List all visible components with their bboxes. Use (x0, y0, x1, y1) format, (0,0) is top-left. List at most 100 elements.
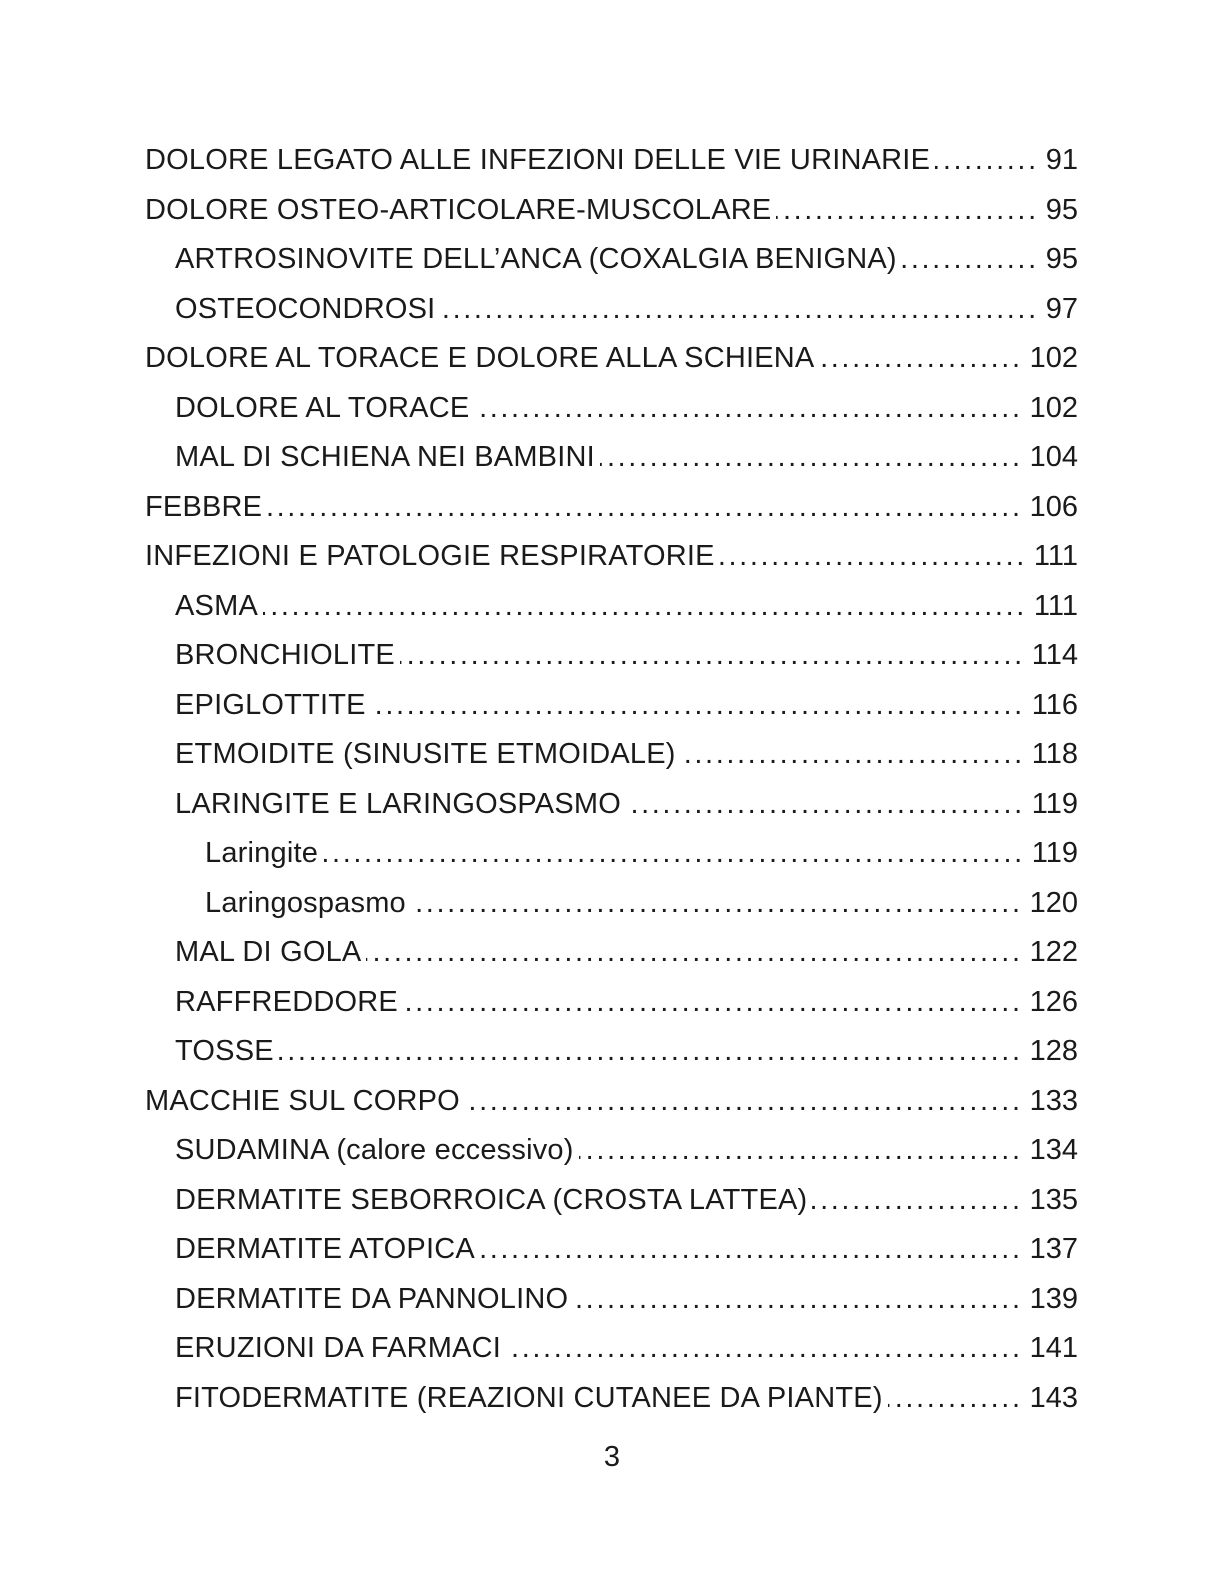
toc-entry-page: 119 (1031, 837, 1078, 869)
toc-entry[interactable]: DOLORE AL TORACE E DOLORE ALLA SCHIENA 1… (145, 342, 1078, 392)
toc-entry-title: OSTEOCONDROSI (175, 292, 436, 325)
toc-entry-page: 116 (1031, 688, 1078, 721)
toc-entry[interactable]: FEBBRE 106 (145, 491, 1078, 541)
toc-entry-title: TOSSE (175, 1035, 274, 1067)
toc-entry[interactable]: SUDAMINA (calore eccessivo) 134 (145, 1134, 1078, 1184)
toc-leader-dots (403, 986, 1023, 1019)
toc-leader-dots (371, 689, 1025, 722)
toc-entry-title: BRONCHIOLITE (175, 639, 395, 671)
toc-leader-dots (366, 936, 1022, 969)
toc-leader-dots (465, 1085, 1023, 1118)
toc-entry-title: LARINGITE E LARINGOSPASMO (175, 787, 622, 820)
toc-entry[interactable]: Laringite 119 (145, 837, 1078, 887)
toc-entry-title: ARTROSINOVITE DELL’ANCA (COXALGIA BENIGN… (175, 243, 897, 275)
toc-entry-title: RAFFREDDORE (175, 985, 398, 1018)
toc-entry[interactable]: INFEZIONI E PATOLOGIE RESPIRATORIE 111 (145, 540, 1078, 590)
toc-entry-title: DOLORE AL TORACE (175, 391, 470, 424)
toc-entry-page: 135 (1029, 1183, 1078, 1216)
toc-entry-title: INFEZIONI E PATOLOGIE RESPIRATORIE (145, 540, 715, 572)
toc-leader-dots (720, 540, 1027, 573)
toc-entry[interactable]: DOLORE LEGATO ALLE INFEZIONI DELLE VIE U… (145, 144, 1078, 194)
toc-entry-title: DERMATITE DA PANNOLINO (175, 1282, 569, 1315)
toc-entry-page: 119 (1031, 787, 1078, 820)
toc-entry[interactable]: OSTEOCONDROSI 97 (145, 293, 1078, 343)
toc-leader-dots (776, 194, 1038, 227)
toc-entry-page: 128 (1029, 1035, 1078, 1067)
toc-leader-dots (506, 1332, 1023, 1365)
toc-entry-title: ETMOIDITE (SINUSITE ETMOIDALE) (175, 738, 676, 770)
toc-entry-title: DERMATITE SEBORROICA (CROSTA LATTEA) (175, 1183, 808, 1216)
toc-entry[interactable]: TOSSE 128 (145, 1035, 1078, 1085)
toc-entry-page: 95 (1045, 243, 1078, 275)
toc-entry[interactable]: FITODERMATITE (REAZIONI CUTANEE DA PIANT… (145, 1382, 1078, 1432)
toc-entry[interactable]: MACCHIE SUL CORPO 133 (145, 1085, 1078, 1135)
toc-entry-title: DOLORE OSTEO-ARTICOLARE-MUSCOLARE (145, 193, 772, 226)
toc-list: DOLORE LEGATO ALLE INFEZIONI DELLE VIE U… (145, 144, 1078, 1431)
toc-entry-page: 118 (1031, 738, 1078, 770)
toc-entry-page: 141 (1029, 1332, 1078, 1364)
toc-leader-dots (573, 1283, 1022, 1316)
toc-entry[interactable]: ERUZIONI DA FARMACI 141 (145, 1332, 1078, 1382)
toc-entry-title: MACCHIE SUL CORPO (145, 1084, 460, 1117)
toc-leader-dots (681, 738, 1025, 771)
toc-leader-dots (263, 590, 1027, 623)
toc-entry-page: 102 (1029, 342, 1078, 374)
toc-entry[interactable]: ARTROSINOVITE DELL’ANCA (COXALGIA BENIGN… (145, 243, 1078, 293)
toc-entry-title: Laringite (205, 837, 319, 869)
toc-entry[interactable]: RAFFREDDORE 126 (145, 986, 1078, 1036)
toc-entry[interactable]: LARINGITE E LARINGOSPASMO 119 (145, 788, 1078, 838)
toc-leader-dots (579, 1134, 1023, 1167)
toc-entry[interactable]: ASMA 111 (145, 590, 1078, 640)
toc-entry-title: MAL DI SCHIENA NEI BAMBINI (175, 441, 595, 473)
toc-entry-page: 126 (1029, 985, 1078, 1018)
toc-leader-dots (411, 887, 1023, 920)
toc-leader-dots (480, 1233, 1023, 1266)
toc-entry[interactable]: DERMATITE SEBORROICA (CROSTA LATTEA) 135 (145, 1184, 1078, 1234)
toc-leader-dots (819, 342, 1022, 375)
toc-leader-dots (902, 243, 1039, 276)
toc-entry[interactable]: ETMOIDITE (SINUSITE ETMOIDALE) 118 (145, 738, 1078, 788)
toc-entry[interactable]: EPIGLOTTITE 116 (145, 689, 1078, 739)
toc-entry[interactable]: MAL DI SCHIENA NEI BAMBINI 104 (145, 441, 1078, 491)
toc-entry-title: FITODERMATITE (REAZIONI CUTANEE DA PIANT… (175, 1381, 883, 1414)
toc-entry[interactable]: MAL DI GOLA 122 (145, 936, 1078, 986)
toc-entry-page: 139 (1029, 1282, 1078, 1315)
toc-entry-page: 106 (1029, 490, 1078, 523)
toc-leader-dots (440, 293, 1038, 326)
toc-entry-title: FEBBRE (145, 490, 263, 523)
toc-entry-page: 104 (1029, 441, 1078, 473)
toc-entry-page: 143 (1029, 1381, 1078, 1414)
toc-entry-page: 95 (1045, 193, 1078, 226)
toc-entry-page: 114 (1031, 639, 1078, 671)
toc-leader-dots (400, 639, 1025, 672)
toc-entry[interactable]: DOLORE OSTEO-ARTICOLARE-MUSCOLARE 95 (145, 194, 1078, 244)
toc-entry[interactable]: BRONCHIOLITE 114 (145, 639, 1078, 689)
toc-entry-title: SUDAMINA (calore eccessivo) (175, 1134, 574, 1166)
toc-entry-page: 97 (1045, 292, 1078, 325)
toc-leader-dots (474, 392, 1022, 425)
toc-entry-title: Laringospasmo (205, 886, 406, 919)
toc-entry-page: 102 (1029, 391, 1078, 424)
toc-entry[interactable]: Laringospasmo 120 (145, 887, 1078, 937)
toc-leader-dots (812, 1184, 1022, 1217)
toc-entry-page: 122 (1029, 936, 1078, 968)
toc-entry-page: 111 (1033, 540, 1078, 572)
toc-leader-dots (600, 441, 1023, 474)
toc-entry-page: 111 (1033, 589, 1078, 622)
toc-entry[interactable]: DERMATITE ATOPICA 137 (145, 1233, 1078, 1283)
toc-leader-dots (888, 1382, 1023, 1415)
toc-entry[interactable]: DERMATITE DA PANNOLINO 139 (145, 1283, 1078, 1333)
toc-leader-dots (323, 837, 1025, 870)
toc-entry-page: 133 (1029, 1084, 1078, 1117)
toc-entry[interactable]: DOLORE AL TORACE 102 (145, 392, 1078, 442)
toc-entry-page: 91 (1045, 144, 1078, 176)
toc-entry-title: EPIGLOTTITE (175, 688, 366, 721)
toc-entry-page: 137 (1029, 1233, 1078, 1265)
toc-entry-title: DERMATITE ATOPICA (175, 1233, 475, 1265)
toc-entry-title: DOLORE LEGATO ALLE INFEZIONI DELLE VIE U… (145, 144, 931, 176)
toc-entry-title: DOLORE AL TORACE E DOLORE ALLA SCHIENA (145, 342, 815, 374)
toc-leader-dots (626, 788, 1025, 821)
toc-entry-title: MAL DI GOLA (175, 936, 362, 968)
toc-leader-dots (279, 1035, 1023, 1068)
